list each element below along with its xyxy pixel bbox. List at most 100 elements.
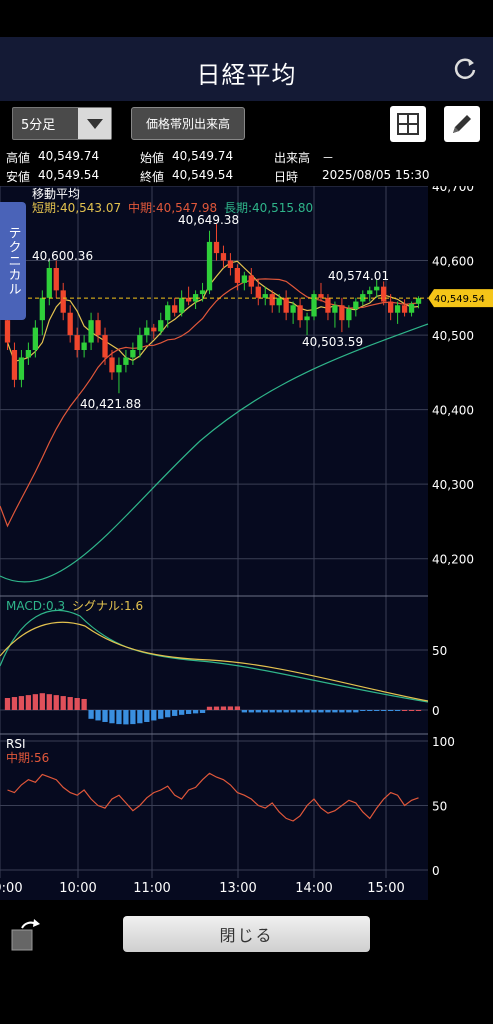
time-tick-label: 11:00 [133,881,170,896]
price-tick-label: 40,400 [432,404,474,418]
volume-profile-button[interactable]: 価格帯別出来高 [131,107,245,140]
candle-body [394,305,401,313]
macd-histogram-bar [179,710,185,715]
candle-body [360,294,366,302]
macd-histogram-bar [415,710,422,711]
chevron-down-icon [78,108,111,139]
candle-body [304,316,310,321]
macd-histogram-bar [130,710,136,725]
rsi-line [7,772,419,822]
long-ma-line [0,323,429,583]
macd-histogram-bar [165,710,171,718]
candle-body [297,305,303,321]
candle-body [137,335,143,350]
candle-body [283,297,289,313]
candle-body [374,286,380,291]
macd-histogram-bar [199,710,206,713]
macd-histogram-bar [248,710,254,713]
macd-histogram-bar [74,698,80,710]
candle-body [213,241,220,254]
macd-histogram-bar [95,710,101,721]
macd-histogram-bar [332,710,338,713]
macd-histogram-bar [158,710,164,719]
candle-body [60,290,66,313]
macd-histogram-bar [381,710,387,711]
candle-body [4,320,11,343]
chart-area[interactable]: 40,700 40,600 40,500 40,400 40,300 40,200 9:00… [0,186,493,900]
price-tick-label: 40,500 [432,329,474,343]
macd-histogram-bar [172,710,178,716]
macd-histogram-bar [290,710,296,713]
refresh-icon[interactable] [451,55,479,83]
close-value: 40,549.54 [172,168,234,182]
time-tick-label: 15:00 [367,881,404,896]
candle-body [388,301,394,313]
candle-body [18,357,25,380]
macd-histogram-bar [255,710,261,713]
candle-body [241,275,247,283]
price-tick-label: 40,200 [432,553,474,567]
datetime-label: 日時 [274,170,299,184]
price-chart[interactable]: 40,700 40,600 40,500 40,400 40,300 40,200 9:00… [0,186,493,900]
macd-histogram-bar [388,710,394,711]
macd-tick-label: 50 [432,644,447,658]
price-annotation: 40,649.38 [178,213,239,227]
candle-body [179,297,185,313]
candle-body [46,268,52,298]
macd-histogram-bar [220,706,227,710]
macd-histogram-bar [241,710,247,713]
macd-histogram-bar [227,706,234,710]
candle-body [276,297,282,306]
candle-body [88,320,94,343]
signal-line [0,621,429,702]
macd-histogram-bar [234,706,241,710]
macd-histogram-bar [318,710,324,713]
rsi-mid-label: 中期:56 [6,750,49,765]
layout-grid-button[interactable] [390,106,426,142]
candle-body [339,305,345,321]
macd-histogram-bar [67,697,73,710]
candle-body [367,290,373,295]
draw-button[interactable] [444,106,480,142]
high-value: 40,549.74 [38,149,100,163]
price-annotation: 40,503.59 [302,335,363,349]
close-button[interactable]: 閉じる [123,916,370,952]
time-tick-label: 14:00 [295,881,332,896]
price-info-panel: 高値 40,549.74 始値 40,549.74 出来高 － 安値 40,54… [0,146,493,186]
candle-body [25,350,32,358]
macd-histogram-bar [88,710,94,719]
candle-body [185,297,192,302]
candle-body [130,350,136,358]
interval-value: 5分足 [21,118,56,133]
macd-histogram-bar [137,710,143,724]
price-tick-label: 40,600 [432,255,474,269]
candle-body [220,253,227,261]
candle-body [81,342,87,350]
candle-body [95,320,101,336]
macd-histogram-bar [353,710,359,713]
interval-select[interactable]: 5分足 [12,107,112,140]
macd-histogram-bar [325,710,331,713]
macd-histogram-bar [311,710,317,713]
candle-body [123,357,129,365]
candle-body [255,286,261,298]
macd-histogram-bar [346,710,352,713]
rsi-tick-label: 50 [432,800,447,814]
datetime-value: 2025/08/05 15:30 [322,168,430,182]
candle-body [192,294,199,302]
macd-histogram-bar [339,710,345,713]
candle-body [144,327,150,336]
macd-histogram-bar [297,710,303,713]
macd-histogram-bar [53,695,59,710]
grid-icon [397,113,419,135]
macd-histogram-bar [269,710,275,713]
macd-histogram-bar [401,710,408,711]
candle-body [53,268,59,291]
macd-histogram-bar [102,710,108,722]
rsi-tick-label: 0 [432,864,440,878]
rotate-screen-icon[interactable] [10,918,46,952]
technical-tab[interactable]: テクニカル [0,202,26,320]
volume-label: 出来高 [274,151,311,165]
price-annotation: 40,421.88 [80,397,141,411]
macd-histogram-bar [367,710,373,711]
